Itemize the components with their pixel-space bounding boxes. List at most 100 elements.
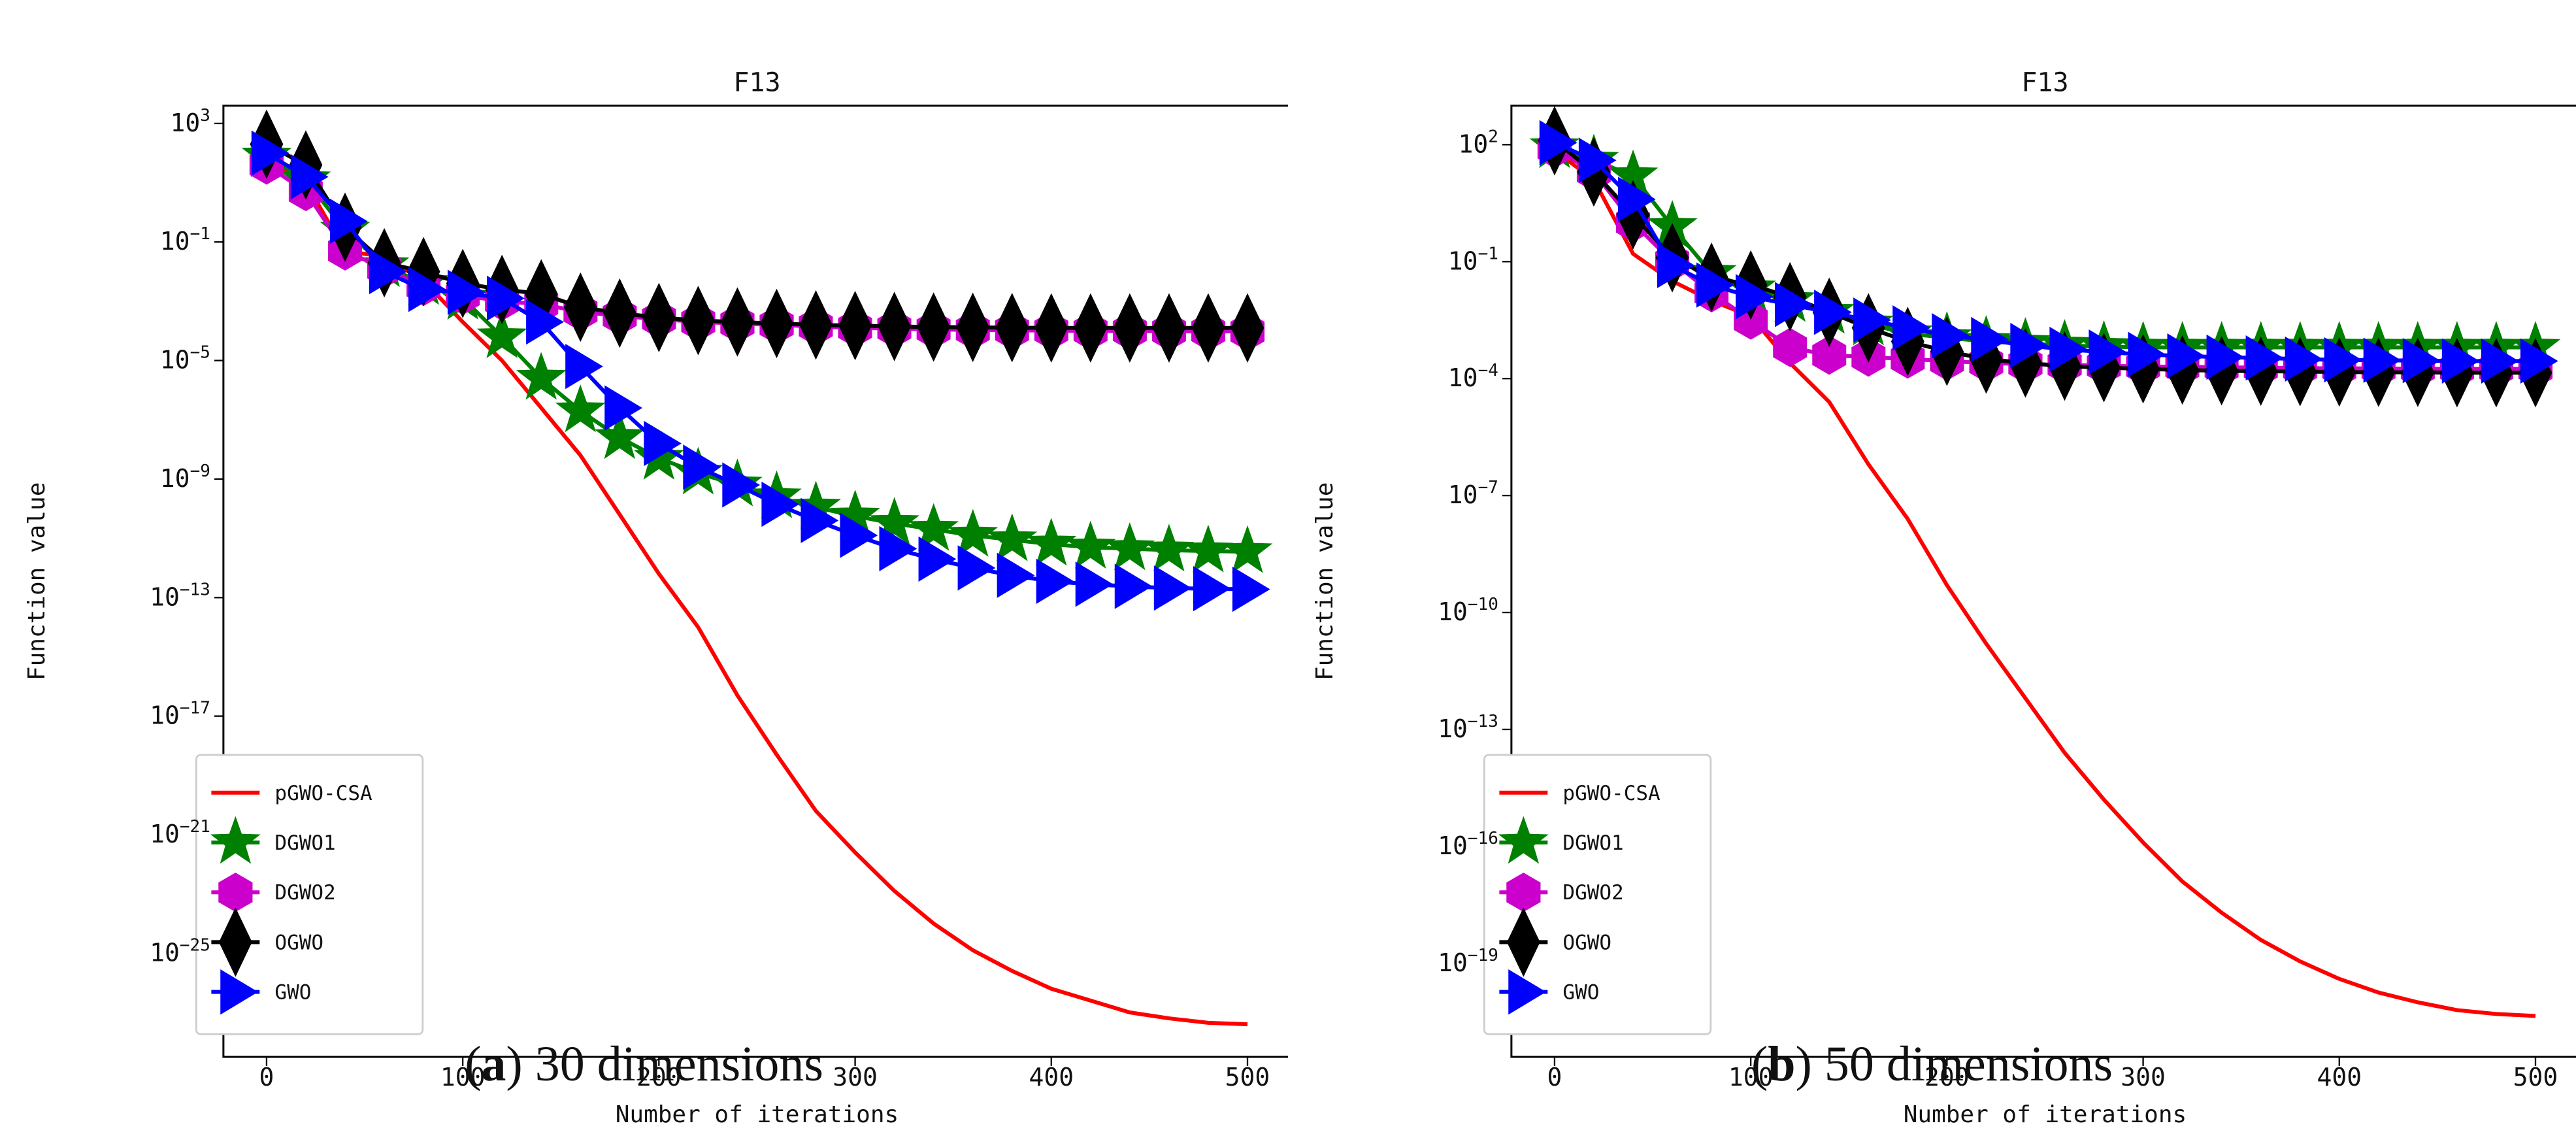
series-point-ogwo xyxy=(1230,293,1264,363)
x-tick-label: 0 xyxy=(259,1063,274,1092)
legend-marker-dgwo2 xyxy=(218,873,253,912)
series-point-gwo xyxy=(1775,282,1813,327)
caption-b-text: 50 dimensions xyxy=(1811,1037,2113,1092)
legend-label-dgwo1: DGWO1 xyxy=(1562,831,1623,855)
series-point-gwo xyxy=(2481,338,2519,384)
series-point-ogwo xyxy=(1930,316,1964,386)
legend-label-pgwo-csa: pGWO-CSA xyxy=(1562,782,1660,805)
series-point-ogwo xyxy=(642,282,676,352)
x-tick-label: 400 xyxy=(2317,1063,2362,1092)
series-point-gwo xyxy=(879,525,917,572)
y-tick-label: 10−13 xyxy=(150,580,210,611)
legend-label-pgwo-csa: pGWO-CSA xyxy=(274,782,372,805)
series-point-gwo xyxy=(290,154,329,200)
series-point-ogwo xyxy=(878,292,912,361)
x-tick-label: 0 xyxy=(1547,1063,1562,1092)
y-tick-label: 10−19 xyxy=(1438,946,1498,977)
series-point-ogwo xyxy=(603,278,636,348)
series-point-dgwo1 xyxy=(908,503,959,551)
chart-0-text-layer: F13 0 100 200 300 400 500 103 10−1 10−5 10−9 10−13 1… xyxy=(24,68,1270,1128)
series-point-gwo xyxy=(2363,337,2402,383)
legend-label-ogwo: OGWO xyxy=(1562,931,1611,954)
series-point-gwo xyxy=(1814,290,1852,335)
series-point-gwo xyxy=(1114,563,1153,609)
series-point-gwo xyxy=(644,420,682,467)
series-point-dgwo1 xyxy=(869,497,920,545)
caption-a-letter: a xyxy=(481,1037,506,1092)
x-axis-label: Number of iterations xyxy=(1904,1101,2187,1128)
series-point-gwo xyxy=(2324,337,2362,383)
series-point-gwo xyxy=(918,536,957,582)
x-axis-label: Number of iterations xyxy=(616,1101,899,1128)
series-point-gwo xyxy=(2206,334,2245,380)
series-point-dgwo1 xyxy=(1183,524,1234,573)
series-point-gwo xyxy=(329,198,368,244)
series-point-gwo xyxy=(2167,333,2205,379)
series-point-gwo xyxy=(2089,329,2127,375)
series-line-gwo xyxy=(1553,141,2536,363)
chart-a-svg: F13 0 100 200 300 400 500 103 10−1 10−5 10−9 10−13 1… xyxy=(24,68,1288,1128)
series-point-gwo xyxy=(722,462,761,508)
series-point-gwo xyxy=(761,481,800,527)
series-point-dgwo1 xyxy=(594,410,645,459)
series-point-dgwo2 xyxy=(1773,327,1808,367)
series-point-dgwo1 xyxy=(1104,522,1155,571)
series-point-gwo xyxy=(997,552,1035,598)
y-axis-label: Function value xyxy=(1312,482,1338,680)
series-point-ogwo xyxy=(681,286,715,356)
series-point-dgwo2 xyxy=(1812,335,1847,375)
legend-box xyxy=(1483,754,1712,1035)
series-point-gwo xyxy=(683,444,721,490)
legend-marker-ogwo xyxy=(1506,907,1540,977)
series-point-gwo xyxy=(2441,338,2480,384)
series-point-dgwo1 xyxy=(987,513,1038,561)
chart-1-series-area xyxy=(1529,106,2561,1018)
series-point-ogwo xyxy=(1191,293,1225,363)
x-tick-label: 500 xyxy=(2513,1063,2558,1092)
caption-b-letter: b xyxy=(1768,1037,1796,1092)
series-point-gwo xyxy=(1617,176,1656,222)
series-point-gwo xyxy=(1892,305,1930,351)
series-point-dgwo1 xyxy=(1222,525,1273,573)
legend-marker-dgwo2 xyxy=(1506,873,1541,912)
legend xyxy=(1483,754,1712,1035)
series-point-ogwo xyxy=(956,292,990,362)
legend-marker-dgwo1 xyxy=(210,816,261,864)
x-tick-label: 200 xyxy=(1924,1063,1970,1092)
y-tick-label: 10−21 xyxy=(150,817,210,848)
series-point-ogwo xyxy=(799,290,833,360)
legend-label-dgwo2: DGWO2 xyxy=(274,881,335,905)
series-point-gwo xyxy=(369,248,407,295)
series-point-dgwo1 xyxy=(516,352,567,400)
series-point-gwo xyxy=(1971,316,2009,363)
x-tick-label: 300 xyxy=(2121,1063,2166,1092)
series-point-gwo xyxy=(251,130,289,176)
x-tick-label: 300 xyxy=(833,1063,878,1092)
series-point-ogwo xyxy=(721,287,754,357)
chart-b-svg: F13 0 100 200 300 400 500 102 10−1 10−4 10−7 10−10 1… xyxy=(1312,68,2576,1128)
series-point-gwo xyxy=(840,512,878,558)
series-point-gwo xyxy=(1736,274,1774,320)
x-tick-label: 400 xyxy=(1029,1063,1074,1092)
series-point-ogwo xyxy=(1113,293,1147,363)
legend-box xyxy=(195,754,424,1035)
caption-b: (b) 50 dimensions xyxy=(1751,1037,2113,1092)
series-point-gwo xyxy=(2245,335,2284,381)
series-point-gwo xyxy=(565,344,603,390)
series-point-gwo xyxy=(408,267,446,312)
series-line-dgwo1 xyxy=(1553,144,2536,350)
series-point-gwo xyxy=(526,299,564,345)
y-tick-label: 10−4 xyxy=(1448,361,1498,392)
series-point-ogwo xyxy=(2205,336,2239,406)
y-tick-label: 10−5 xyxy=(160,343,210,375)
legend-marker-dgwo1 xyxy=(1498,816,1549,864)
chart-0-root xyxy=(195,105,1288,1066)
series-point-gwo xyxy=(448,269,486,315)
series-point-gwo xyxy=(487,275,525,322)
legend-label-gwo: GWO xyxy=(1562,981,1599,1005)
series-point-gwo xyxy=(2128,331,2166,377)
series-point-dgwo1 xyxy=(948,509,999,557)
y-tick-label: 10−1 xyxy=(1448,244,1498,275)
series-point-gwo xyxy=(1153,565,1192,611)
series-point-gwo xyxy=(2049,326,2088,373)
